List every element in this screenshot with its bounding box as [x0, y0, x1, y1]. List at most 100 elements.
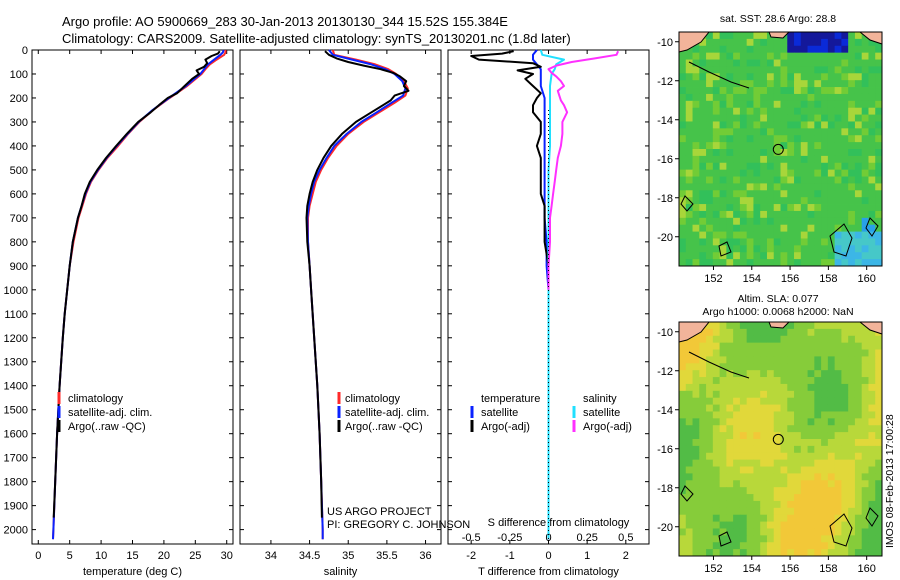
map-cell	[848, 322, 856, 330]
map-cell	[773, 162, 781, 171]
map-cell	[848, 121, 856, 129]
map-cell	[766, 445, 775, 454]
map-cell	[780, 487, 788, 495]
map-cell	[848, 183, 856, 191]
map-cell	[773, 45, 781, 54]
map-cell	[773, 487, 781, 495]
map-cell	[706, 155, 714, 164]
map-cell	[814, 535, 822, 543]
map-cell	[848, 466, 856, 474]
map-cell	[733, 142, 741, 150]
map-cell	[699, 142, 707, 150]
map-cell	[780, 155, 788, 164]
map-cell	[834, 383, 842, 392]
map-cell	[875, 356, 883, 364]
map-cell	[854, 190, 863, 198]
map-cell	[719, 217, 727, 226]
map-cell	[692, 87, 700, 95]
map-cell	[685, 238, 693, 246]
map-cell	[848, 418, 856, 426]
map-cell	[733, 73, 741, 81]
map-cell	[875, 128, 883, 136]
map-cell	[739, 38, 748, 47]
map-cell	[766, 487, 775, 495]
map-cell	[861, 52, 869, 60]
map-cell	[821, 432, 829, 440]
x2-tick-label: -0.5	[462, 532, 481, 544]
map-cell	[773, 528, 781, 536]
map-cell	[814, 459, 822, 467]
map-cell	[800, 52, 808, 60]
map-cell	[692, 514, 700, 522]
map-cell	[706, 480, 714, 488]
map-cell	[780, 404, 788, 412]
x-tick-label: 35	[342, 550, 354, 562]
map-cell	[800, 404, 808, 412]
map-x-tick-label: 160	[857, 273, 875, 285]
map-cell	[787, 500, 795, 509]
map-cell	[807, 197, 815, 205]
map-cell	[848, 494, 856, 502]
map-cell	[875, 238, 883, 246]
map-cell	[821, 162, 829, 171]
map-cell	[834, 100, 842, 109]
map-cell	[746, 535, 754, 543]
map-cell	[706, 204, 714, 212]
map-cell	[760, 397, 768, 405]
map-cell	[733, 411, 741, 419]
map-cell	[706, 404, 714, 412]
map-cell	[726, 521, 734, 529]
map-cell	[685, 356, 693, 364]
map-cell	[692, 521, 700, 529]
map-cell	[706, 370, 714, 378]
map-cell	[773, 135, 781, 143]
map-cell	[875, 507, 883, 516]
map-y-tick-label: -18	[657, 193, 673, 205]
map-cell	[848, 549, 856, 557]
map-frame	[678, 321, 883, 557]
map-cell	[679, 128, 687, 136]
map-cell	[760, 210, 768, 219]
map-cell	[679, 439, 687, 447]
map-cell	[807, 259, 815, 267]
map-cell	[726, 238, 734, 246]
map-cell	[685, 100, 693, 109]
map-cell	[841, 197, 849, 205]
map-cell	[739, 466, 748, 474]
map-cell	[854, 370, 863, 378]
map-cell	[706, 135, 714, 143]
map-cell	[807, 217, 815, 226]
map-cell	[834, 162, 842, 171]
map-cell	[854, 439, 863, 447]
y-tick-label: 1800	[4, 477, 28, 489]
map-cell	[821, 142, 829, 150]
map-cell	[807, 514, 815, 522]
map-cell	[841, 452, 849, 461]
map-cell	[766, 87, 775, 95]
map-cell	[821, 452, 829, 461]
map-cell	[854, 377, 863, 385]
map-cell	[679, 238, 687, 246]
map-cell	[841, 210, 849, 219]
map-cell	[719, 93, 727, 102]
x-tick-label: 25	[189, 550, 201, 562]
map-cell	[692, 432, 700, 440]
map-cell	[794, 259, 802, 267]
map-cell	[800, 32, 808, 40]
map-cell	[746, 210, 754, 219]
map-cell	[733, 528, 741, 536]
map-cell	[834, 342, 842, 350]
map-cell	[773, 259, 781, 267]
credit-pi: PI: GREGORY C. JOHNSON	[327, 519, 470, 531]
map-cell	[794, 411, 802, 419]
map-cell	[746, 155, 754, 164]
map-cell	[841, 32, 849, 40]
x2-tick-label: -0.25	[497, 532, 522, 544]
map-cell	[861, 383, 869, 392]
map-cell	[800, 452, 808, 461]
map-cell	[827, 59, 836, 67]
map-cell	[753, 162, 761, 171]
map-cell	[719, 142, 727, 150]
map-cell	[841, 87, 849, 95]
map-cell	[841, 142, 849, 150]
